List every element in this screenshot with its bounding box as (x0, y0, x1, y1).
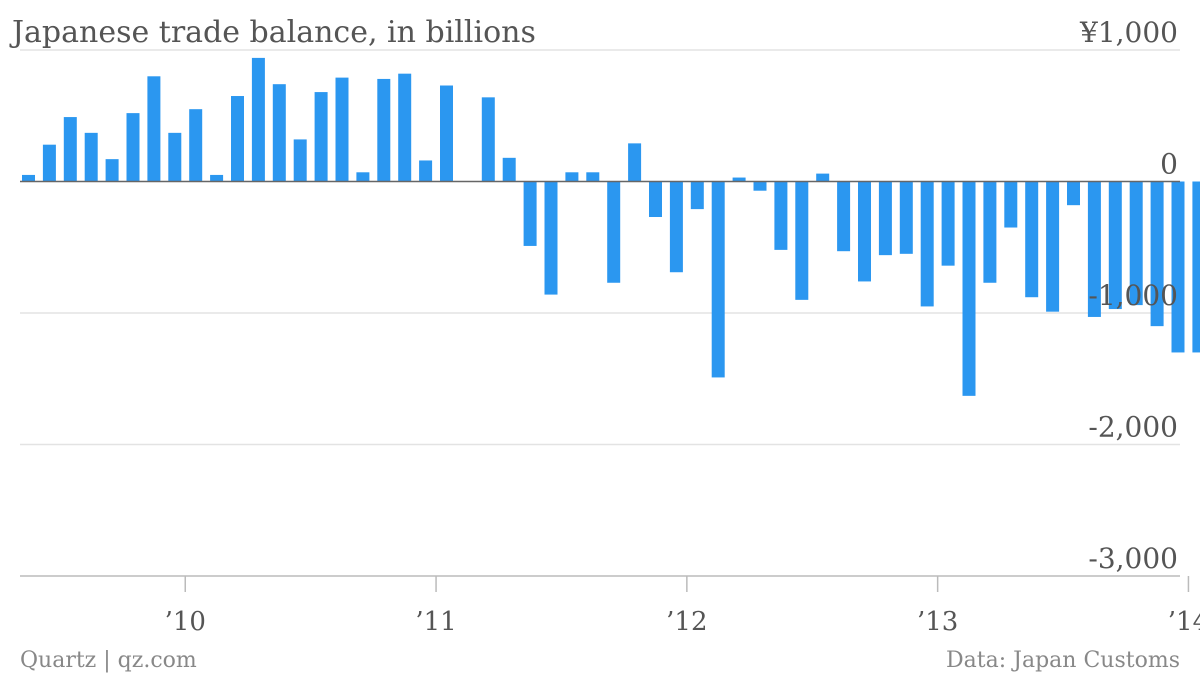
bar-2009-05 (22, 174, 35, 182)
bar-2013-10 (1129, 181, 1143, 306)
bar-2010-07 (314, 92, 328, 182)
bar-2009-11 (147, 76, 161, 182)
bar-2013-08 (1087, 181, 1101, 317)
bar-2012-09 (858, 181, 871, 282)
bar-2011-09 (607, 181, 621, 283)
x-axis-ticks: ’10 ’11 ’12 ’13 ’14 (165, 576, 1200, 637)
footer-credit: Quartz | qz.com (20, 648, 197, 673)
x-tick-label: ’13 (917, 607, 958, 637)
bar-2010-03 (231, 96, 244, 182)
bar-2012-01 (690, 181, 704, 210)
bar-2011-01 (440, 85, 453, 182)
bar-2011-07 (565, 172, 579, 182)
bar-2010-01 (189, 109, 203, 182)
bar-2009-08 (84, 132, 98, 182)
bar-2012-11 (899, 181, 913, 254)
bar-2013-05 (1025, 181, 1039, 298)
bar-2010-02 (210, 174, 224, 182)
bar-2012-08 (837, 181, 851, 252)
bar-2012-02 (711, 181, 725, 378)
y-tick-label: -1,000 (1088, 279, 1178, 312)
bar-2010-04 (251, 57, 265, 182)
gridlines (20, 49, 1180, 446)
bar-2013-03 (983, 181, 997, 283)
bar-2010-08 (335, 77, 349, 182)
chart-title: Japanese trade balance, in billions (9, 15, 536, 50)
y-tick-label: 0 (1160, 148, 1178, 181)
y-tick-label: -2,000 (1088, 411, 1178, 444)
bar-2010-12 (419, 160, 433, 182)
bar-2010-05 (272, 84, 286, 182)
bar-2012-05 (774, 181, 788, 250)
x-tick-label: ’10 (165, 607, 206, 637)
bar-2011-03 (481, 97, 495, 182)
y-tick-label: -3,000 (1088, 542, 1178, 575)
bar-2011-12 (669, 181, 683, 273)
bar-2013-02 (962, 181, 976, 396)
bar-2013-04 (1004, 181, 1018, 228)
x-tick-label: ’11 (415, 607, 456, 637)
bar-2013-09 (1108, 181, 1122, 310)
bar-2013-07 (1067, 181, 1080, 206)
bar-2011-08 (586, 172, 600, 182)
bar-2011-11 (649, 181, 662, 218)
bar-2013-06 (1046, 181, 1060, 312)
bars (22, 57, 1200, 396)
bar-2011-05 (523, 181, 537, 246)
bar-2012-10 (878, 181, 892, 256)
bar-2009-10 (126, 113, 140, 182)
bar-2012-12 (920, 181, 934, 307)
bar-2012-07 (816, 173, 830, 182)
bar-2011-04 (502, 157, 516, 182)
footer-source: Data: Japan Customs (946, 648, 1180, 673)
bar-2013-01 (941, 181, 955, 266)
bar-2012-03 (732, 177, 746, 182)
bar-2009-09 (105, 159, 119, 182)
x-tick-label: ’12 (666, 607, 707, 637)
bar-2013-11 (1150, 181, 1164, 327)
bar-2011-06 (544, 181, 558, 295)
y-tick-label: ¥1,000 (1079, 16, 1178, 49)
bar-2013-12 (1171, 181, 1185, 353)
y-axis-labels: ¥1,000 0 -1,000 -2,000 -3,000 (1079, 16, 1178, 575)
bar-2009-12 (168, 132, 182, 182)
bar-2010-06 (293, 139, 307, 182)
bar-2010-09 (356, 172, 370, 182)
bar-2009-07 (63, 117, 77, 182)
bar-2010-10 (377, 78, 391, 182)
x-tick-label: ’14 (1168, 607, 1200, 637)
bar-2010-11 (398, 73, 412, 182)
bar-2009-06 (42, 144, 56, 182)
bar-2011-10 (628, 143, 642, 182)
bar-2014-01 (1192, 181, 1200, 353)
bar-2012-04 (753, 181, 767, 191)
bar-2012-06 (795, 181, 809, 300)
